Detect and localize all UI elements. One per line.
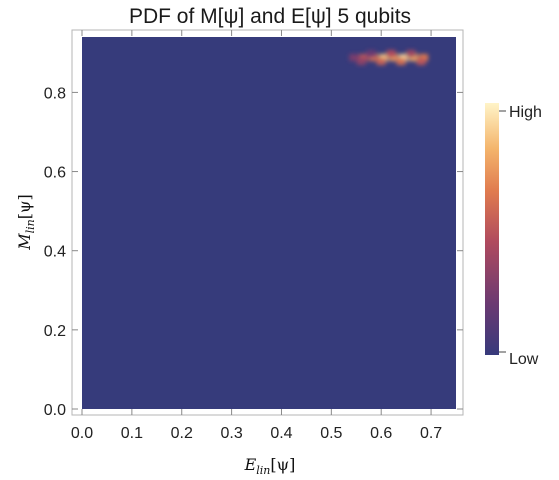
heatmap-cell <box>366 50 376 58</box>
y-tick-label: 0.8 <box>44 85 66 102</box>
colorbar-low-label: Low <box>509 351 539 368</box>
heatmap-cell <box>416 58 426 65</box>
heatmap-cell <box>389 54 399 62</box>
heatmap-cell <box>409 54 419 62</box>
heatmap-cell <box>406 50 416 58</box>
y-tick-label: 0.6 <box>44 165 66 182</box>
x-tick-label: 0.5 <box>320 425 342 442</box>
x-tick-label: 0.6 <box>370 425 392 442</box>
heatmap-cell <box>359 54 369 62</box>
heatmap-background <box>82 37 456 409</box>
x-tick-label: 0.2 <box>171 425 193 442</box>
chart-title: PDF of M[ψ] and E[ψ] 5 qubits <box>129 5 411 28</box>
colorbar <box>485 103 499 355</box>
x-tick-label: 0.1 <box>121 425 143 442</box>
x-axis-label: Elin[ψ] <box>244 455 296 477</box>
y-axis-label: Mlin[ψ] <box>15 194 37 251</box>
heatmap-cell <box>356 58 366 65</box>
x-axis-ticks: 0.0 0.1 0.2 0.3 0.4 0.5 0.6 0.7 <box>71 30 442 442</box>
y-tick-label: 0.0 <box>44 402 66 419</box>
colorbar-high-label: High <box>509 104 542 121</box>
heatmap-cell <box>419 54 429 62</box>
y-tick-label: 0.2 <box>44 323 66 340</box>
heatmap-cell <box>396 58 406 65</box>
y-tick-label: 0.4 <box>44 244 66 261</box>
x-tick-label: 0.7 <box>420 425 442 442</box>
heatmap-cell <box>376 58 386 65</box>
y-axis-ticks: 0.0 0.2 0.4 0.6 0.8 <box>44 85 463 419</box>
x-tick-label: 0.0 <box>71 425 93 442</box>
heatmap-cell <box>399 54 409 62</box>
heatmap-hotspots <box>349 50 429 65</box>
heatmap-cell <box>369 54 379 62</box>
x-tick-label: 0.3 <box>220 425 242 442</box>
heatmap-cell <box>386 50 396 58</box>
heatmap-cell <box>349 54 359 62</box>
heatmap-cell <box>379 54 389 62</box>
x-tick-label: 0.4 <box>270 425 292 442</box>
